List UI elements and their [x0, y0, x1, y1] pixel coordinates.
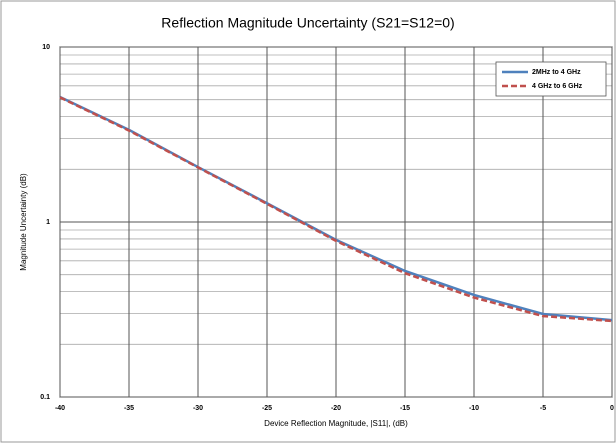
y-axis-label: Magnitude Uncertainty (dB): [19, 173, 28, 271]
x-tick-label: -15: [400, 405, 410, 412]
y-tick-label: 1: [46, 219, 50, 226]
legend-box: [495, 61, 607, 97]
x-tick-label: -10: [469, 405, 479, 412]
x-axis-label: Device Reflection Magnitude, |S11|, (dB): [264, 419, 408, 428]
legend-label: 4 GHz to 6 GHz: [532, 83, 583, 90]
series-line: [59, 96, 613, 323]
x-tick-label: -30: [193, 405, 203, 412]
y-tick-label: 0.1: [40, 394, 50, 401]
chart-title: Reflection Magnitude Uncertainty (S21=S1…: [161, 15, 454, 31]
legend-label: 2MHz to 4 GHz: [532, 69, 581, 76]
x-tick-label: -25: [262, 405, 272, 412]
x-tick-label: -35: [124, 405, 134, 412]
y-tick-label: 10: [42, 44, 50, 51]
x-tick-label: -5: [540, 405, 546, 412]
x-tick-label: -20: [331, 405, 341, 412]
x-tick-label: -40: [55, 405, 65, 412]
x-tick-label: 0: [610, 405, 614, 412]
